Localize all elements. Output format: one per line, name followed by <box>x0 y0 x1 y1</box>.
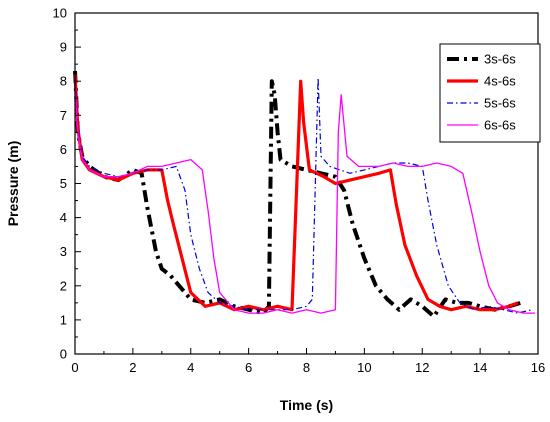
legend-label-series-3: 5s-6s <box>484 96 516 111</box>
y-tick-label: 2 <box>60 278 67 293</box>
y-tick-label: 1 <box>60 312 67 327</box>
x-tick-label: 8 <box>303 360 310 375</box>
x-tick-label: 12 <box>415 360 429 375</box>
legend-label-series-1: 3s-6s <box>484 52 516 67</box>
series-line-1 <box>73 70 522 319</box>
y-tick-label: 3 <box>60 244 67 259</box>
y-tick-label: 10 <box>53 6 67 21</box>
series-line-4 <box>74 87 536 314</box>
series-layer <box>73 70 536 319</box>
x-axis-title: Time (s) <box>280 397 333 413</box>
legend: 3s-6s 4s-6s 5s-6s 6s-6s <box>439 43 541 143</box>
y-tick-label: 4 <box>60 210 67 225</box>
x-tick-label: 10 <box>357 360 371 375</box>
x-tick-label: 4 <box>187 360 194 375</box>
legend-label-series-4: 6s-6s <box>484 118 516 133</box>
y-tick-label: 8 <box>60 74 67 89</box>
y-axis-title: Pressure (m) <box>5 141 21 227</box>
y-tick-label: 7 <box>60 108 67 123</box>
y-tick-label: 6 <box>60 142 67 157</box>
x-tick-label: 14 <box>473 360 487 375</box>
x-tick-label: 0 <box>71 360 78 375</box>
y-tick-label: 9 <box>60 40 67 55</box>
x-tick-label: 6 <box>245 360 252 375</box>
series-line-3 <box>74 77 533 314</box>
legend-label-series-2: 4s-6s <box>484 74 516 89</box>
y-tick-label: 5 <box>60 176 67 191</box>
x-tick-label: 16 <box>531 360 545 375</box>
x-tick-label: 2 <box>129 360 136 375</box>
y-tick-label: 0 <box>60 347 67 362</box>
